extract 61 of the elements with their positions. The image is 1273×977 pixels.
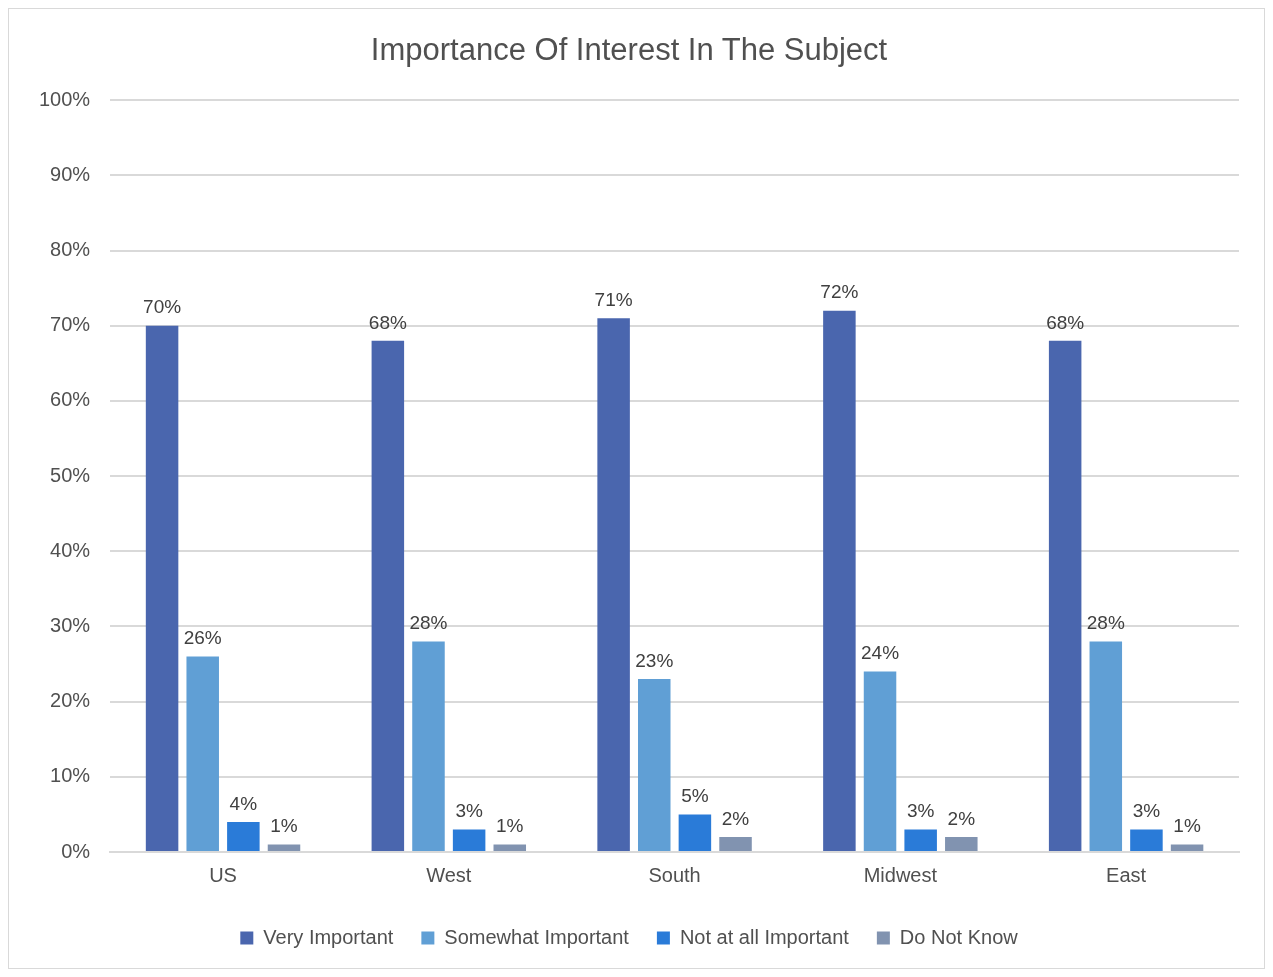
bar	[227, 821, 260, 851]
bar	[145, 325, 179, 851]
bar	[412, 641, 445, 851]
bar	[452, 829, 486, 851]
data-label: 1%	[1173, 815, 1201, 837]
y-tick-label: 0%	[61, 839, 91, 862]
chart-title: Importance Of Interest In The Subject	[370, 32, 888, 68]
y-tick-label: 80%	[50, 238, 91, 261]
bar	[863, 671, 897, 851]
data-label: 2%	[721, 807, 750, 829]
y-tick-label: 100%	[39, 87, 91, 110]
y-tick-label: 30%	[50, 613, 91, 636]
legend-label: Not at all Important	[679, 925, 850, 948]
y-tick-label: 90%	[50, 162, 91, 185]
bar	[678, 814, 712, 851]
y-tick-label: 20%	[50, 689, 91, 712]
bar	[493, 844, 527, 851]
data-label: 26%	[183, 627, 222, 649]
y-tick-label: 40%	[50, 538, 91, 561]
data-label: 2%	[947, 807, 976, 829]
data-label: 23%	[635, 649, 674, 671]
y-tick-label: 50%	[50, 463, 91, 486]
data-label: 28%	[1086, 612, 1125, 634]
data-label: 68%	[368, 311, 407, 333]
bar	[719, 836, 752, 851]
data-label: 3%	[1132, 800, 1161, 822]
data-label: 28%	[409, 612, 448, 634]
bar	[267, 844, 301, 851]
data-label: 3%	[906, 800, 935, 822]
bar	[904, 829, 937, 851]
bar	[1130, 829, 1163, 851]
data-label: 5%	[681, 785, 709, 807]
x-tick-label: South	[648, 863, 701, 886]
bar	[186, 656, 219, 851]
bar	[823, 310, 856, 851]
data-label: 4%	[229, 792, 258, 814]
x-tick-label: US	[209, 863, 237, 886]
bar	[597, 318, 630, 851]
bar	[945, 836, 978, 851]
x-tick-label: West	[426, 863, 472, 886]
bar	[1048, 340, 1082, 851]
x-tick-label: East	[1106, 863, 1147, 886]
data-label: 71%	[594, 288, 633, 310]
data-label: 68%	[1046, 311, 1085, 333]
legend-label: Very Important	[263, 925, 394, 948]
bar	[638, 679, 671, 851]
data-label: 24%	[861, 642, 900, 664]
data-label: 70%	[143, 296, 182, 318]
data-label: 3%	[455, 800, 483, 822]
x-tick-label: Midwest	[863, 863, 938, 886]
y-tick-label: 70%	[50, 313, 91, 336]
data-label: 1%	[496, 815, 524, 837]
legend-label: Somewhat Important	[444, 925, 630, 948]
bar	[371, 340, 405, 851]
y-tick-label: 10%	[50, 764, 91, 787]
bar	[1089, 641, 1123, 851]
legend-label: Do Not Know	[899, 925, 1019, 948]
bar	[1170, 844, 1204, 851]
data-label: 1%	[270, 815, 298, 837]
data-label: 72%	[820, 281, 859, 303]
y-tick-label: 60%	[50, 388, 91, 411]
